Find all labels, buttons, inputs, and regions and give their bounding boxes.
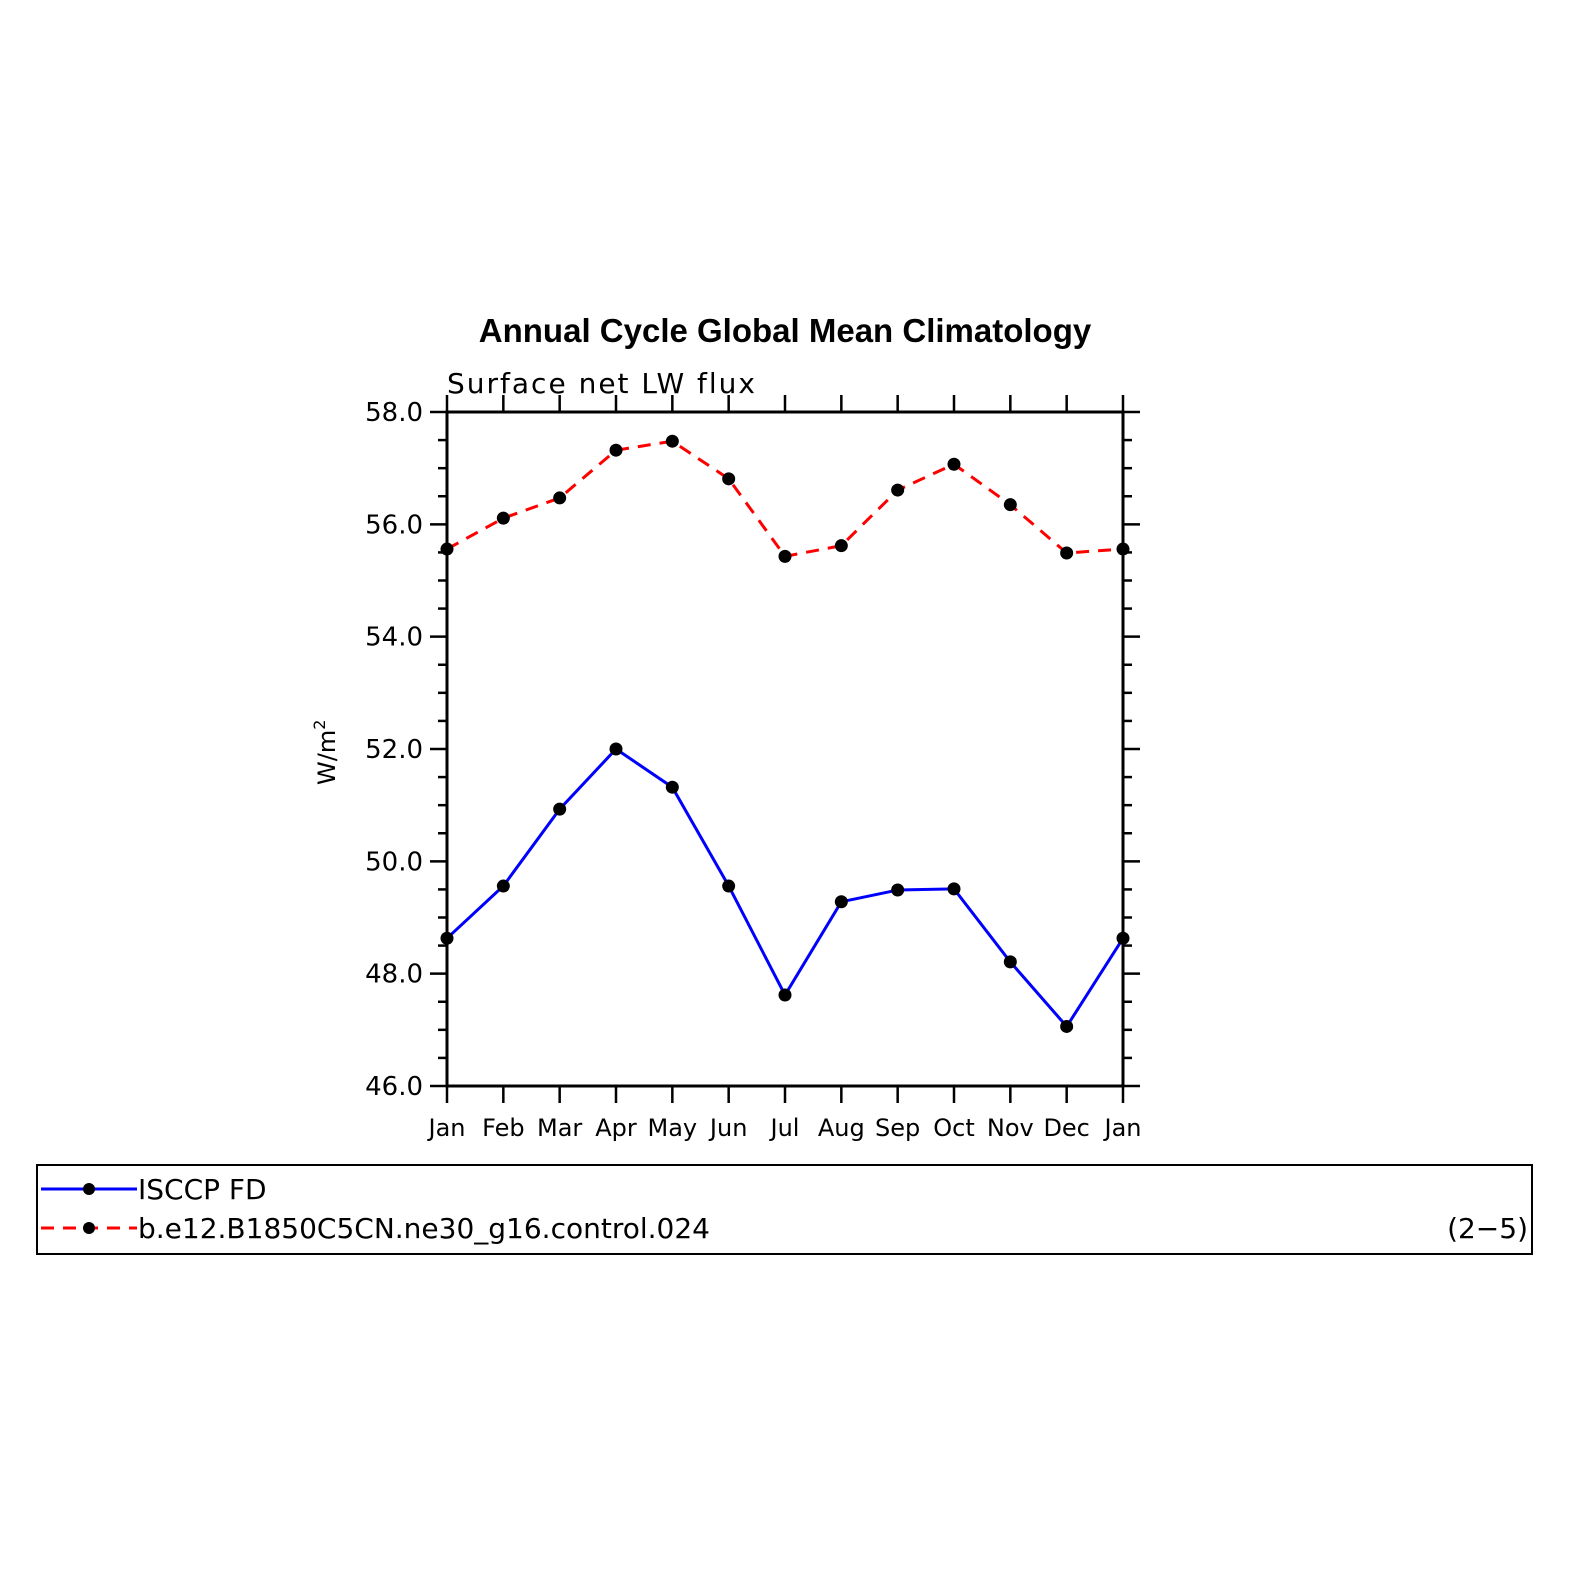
y-tick-labels: 46.0 48.0 50.0 52.0 54.0 56.0 58.0 [365, 398, 423, 1102]
data-point [609, 443, 623, 457]
data-point [1060, 1019, 1074, 1033]
series-line-model [446, 439, 1124, 558]
legend-label-isccp: ISCCP FD [138, 1173, 267, 1206]
data-point [440, 931, 454, 945]
plot-area [445, 410, 1125, 1088]
x-tick-labels: Jan Feb Mar Apr May Jun Jul Aug Sep Oct Nov Dec Jan [427, 1114, 1142, 1142]
data-point [722, 879, 736, 893]
legend-marker-isccp [83, 1183, 95, 1195]
x-tick-label: Aug [818, 1114, 865, 1142]
y-axis-label: W/m2 [310, 720, 341, 785]
x-tick-label: Feb [482, 1114, 525, 1142]
x-tick-label: Apr [595, 1114, 637, 1142]
legend-box [36, 1164, 1533, 1255]
x-tick-label: Oct [933, 1114, 975, 1142]
series-lines [445, 439, 1125, 1029]
plot-frame [445, 410, 1125, 1088]
data-point [553, 491, 567, 505]
data-point [665, 780, 679, 794]
y-tick-label: 56.0 [365, 510, 423, 540]
data-point [440, 542, 454, 556]
y-tick-label: 50.0 [365, 847, 423, 877]
x-tick-label: Jan [1103, 1114, 1142, 1142]
axis-ticks [430, 395, 1140, 1103]
data-point [553, 802, 567, 816]
y-axis-label-text: W/m [313, 730, 341, 785]
legend-label-model: b.e12.B1850C5CN.ne30_g16.control.024 [138, 1212, 710, 1245]
data-point [722, 472, 736, 486]
legend: ISCCP FD b.e12.B1850C5CN.ne30_g16.contro… [36, 1164, 1533, 1255]
data-point [947, 457, 961, 471]
x-tick-label: Sep [875, 1114, 920, 1142]
y-tick-label: 46.0 [365, 1072, 423, 1102]
y-tick-label: 58.0 [365, 398, 423, 428]
x-tick-label: May [648, 1114, 698, 1142]
data-point [947, 882, 961, 896]
data-point [778, 549, 792, 563]
data-point [665, 434, 679, 448]
data-point [609, 742, 623, 756]
y-tick-label: 48.0 [365, 960, 423, 990]
x-tick-label: Dec [1043, 1114, 1089, 1142]
chart-subtitle: Surface net LW flux [447, 367, 757, 400]
data-point [891, 883, 905, 897]
y-axis-label-superscript: 2 [310, 720, 329, 730]
series-markers [440, 434, 1130, 1033]
data-point [496, 879, 510, 893]
data-point [1116, 542, 1130, 556]
panel-label: (2−5) [1447, 1212, 1528, 1245]
data-point [891, 483, 905, 497]
x-tick-label: Nov [987, 1114, 1034, 1142]
data-point [1116, 931, 1130, 945]
x-tick-label: Jun [708, 1114, 748, 1142]
legend-marker-model [83, 1222, 95, 1234]
data-point [1003, 498, 1017, 512]
series-line-isccp [445, 747, 1125, 1029]
data-point [1060, 546, 1074, 560]
y-tick-label: 52.0 [365, 735, 423, 765]
y-tick-label: 54.0 [365, 623, 423, 653]
data-point [778, 988, 792, 1002]
data-point [1003, 955, 1017, 969]
data-point [834, 539, 848, 553]
x-tick-label: Jul [769, 1114, 800, 1142]
data-point [496, 511, 510, 525]
x-tick-label: Mar [537, 1114, 582, 1142]
x-tick-label: Jan [427, 1114, 466, 1142]
chart-title: Annual Cycle Global Mean Climatology [479, 312, 1092, 349]
data-point [834, 895, 848, 909]
